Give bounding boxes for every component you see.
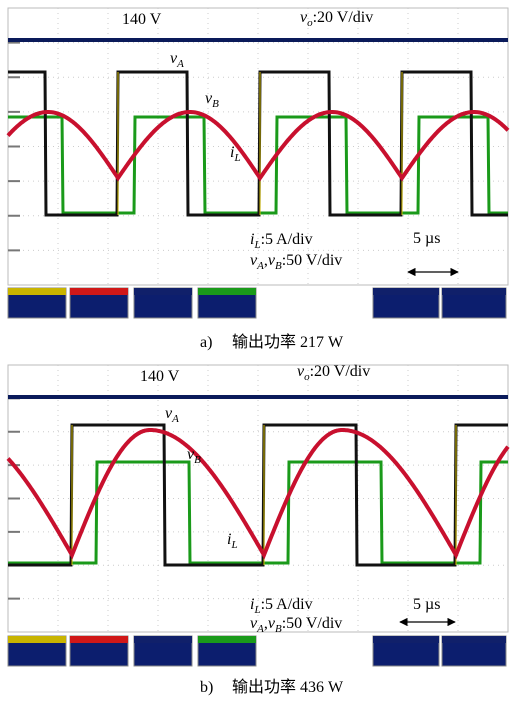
vo-level-part: 140 V: [122, 11, 162, 28]
vo-scale-part: :20 V/div: [313, 9, 374, 26]
vo-level: 140 V: [122, 11, 162, 28]
status-chip: [70, 636, 128, 643]
panel-caption: 输出功率 217 W: [232, 333, 344, 351]
status-chip: [134, 636, 192, 643]
status-chip: [442, 288, 506, 295]
vB-label-part: B: [194, 454, 201, 466]
iL-label-part: L: [233, 152, 240, 164]
iL-label-part: L: [230, 539, 237, 551]
status-chip: [8, 288, 66, 295]
status-chip: [70, 288, 128, 295]
status-chip: [134, 288, 192, 295]
status-chip: [198, 636, 256, 643]
time-scale-part: 5 µs: [413, 230, 440, 247]
v-scale-part: :50 V/div: [282, 252, 343, 269]
status-chip: [198, 288, 256, 295]
vo-level: 140 V: [140, 368, 180, 385]
vo-level-part: 140 V: [140, 368, 180, 385]
time-scale: 5 µs: [413, 596, 440, 613]
page: 140 Vvo:20 V/divvAvBiLiL:5 A/divvA,vB:50…: [0, 0, 514, 707]
iL-scale-part: :5 A/div: [261, 231, 313, 248]
status-chip: [373, 288, 439, 295]
time-scale-part: 5 µs: [413, 596, 440, 613]
vA-label-part: A: [171, 413, 179, 425]
vB-label-part: B: [212, 98, 219, 110]
time-scale: 5 µs: [413, 230, 440, 247]
panel-caption: 输出功率 436 W: [232, 678, 344, 696]
status-chip: [8, 636, 66, 643]
v-scale-part: :50 V/div: [282, 615, 343, 632]
vA-label-part: A: [176, 58, 184, 70]
status-chip: [373, 636, 439, 643]
figure: 140 Vvo:20 V/divvAvBiLiL:5 A/divvA,vB:50…: [0, 0, 514, 707]
iL-scale-part: L: [253, 239, 260, 251]
panel-label: a): [200, 334, 212, 351]
status-chip: [442, 636, 506, 643]
iL-scale-part: :5 A/div: [261, 596, 313, 613]
panel-label: b): [200, 679, 213, 696]
vo-scale-part: :20 V/div: [310, 363, 371, 380]
